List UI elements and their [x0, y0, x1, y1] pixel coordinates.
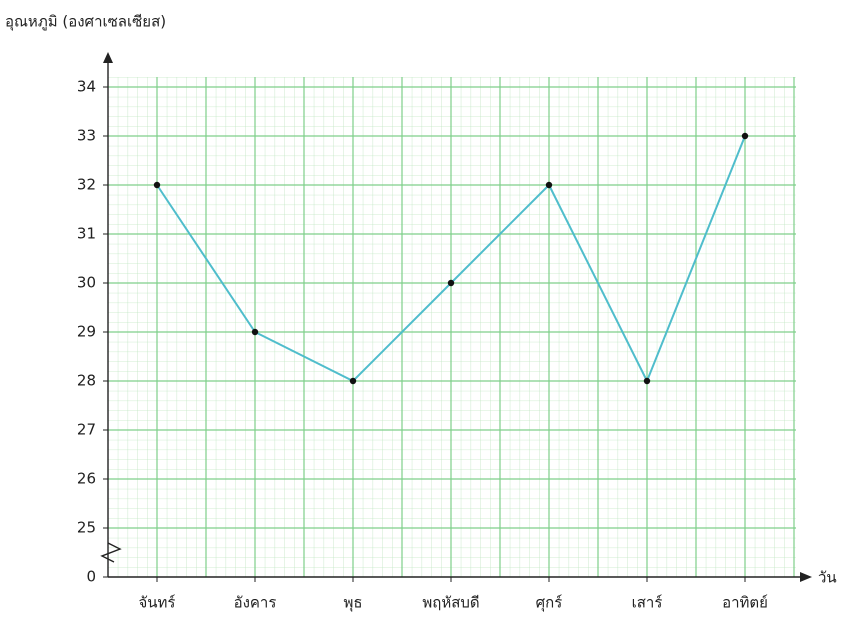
y-tick-label: 27	[77, 421, 96, 439]
x-tick-label: อาทิตย์	[722, 594, 768, 612]
x-tick-label: อังคาร	[234, 594, 277, 612]
y-tick-label: 0	[86, 568, 96, 586]
y-axis-label: อุณหภูมิ (องศาเซลเซียส)	[5, 13, 166, 32]
x-axis-label: วัน	[818, 569, 837, 587]
x-arrow	[800, 572, 812, 582]
y-tick-label: 29	[77, 323, 96, 341]
point	[349, 377, 357, 385]
point	[643, 377, 651, 385]
y-tick-label: 32	[77, 176, 96, 194]
x-tick-label: เสาร์	[632, 594, 663, 612]
point	[447, 279, 455, 287]
point	[153, 181, 161, 189]
axis-break	[100, 542, 122, 563]
point	[741, 132, 749, 140]
y-arrow	[103, 52, 113, 63]
point	[251, 328, 259, 336]
y-tick-label: 34	[77, 78, 96, 96]
y-tick-label: 31	[77, 225, 96, 243]
x-tick-label: พุธ	[343, 594, 362, 613]
point	[545, 181, 553, 189]
x-tick-label: พฤหัสบดี	[422, 594, 479, 612]
y-tick-label: 25	[77, 519, 96, 537]
x-tick-label: จันทร์	[139, 594, 176, 612]
y-tick-label: 33	[77, 127, 96, 145]
y-tick-label: 26	[77, 470, 96, 488]
y-tick-label: 30	[77, 274, 96, 292]
y-tick-label: 28	[77, 372, 96, 390]
x-tick-label: ศุกร์	[536, 594, 563, 613]
minor-grid	[108, 77, 796, 577]
